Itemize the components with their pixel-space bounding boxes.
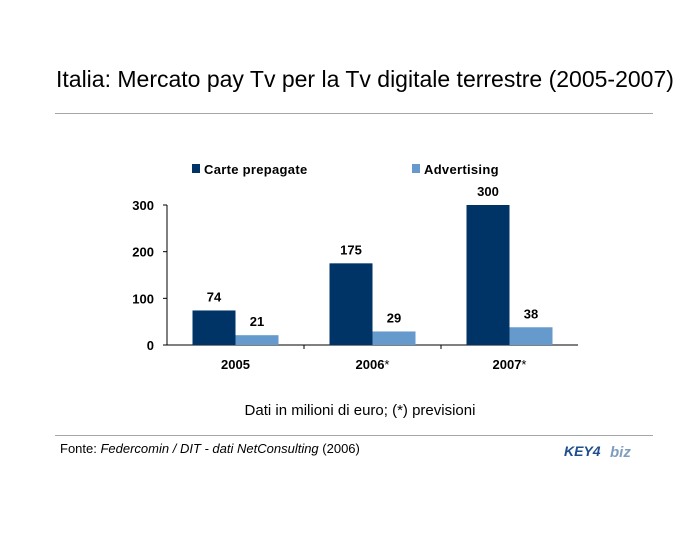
bar-carte-prepagate xyxy=(329,263,373,345)
data-label: 300 xyxy=(477,184,499,199)
y-tick-label: 300 xyxy=(132,198,154,213)
logo-left-text: KEY4 xyxy=(564,443,601,459)
data-label: 38 xyxy=(524,306,538,321)
chart-note: Dati in milioni di euro; (*) previsioni xyxy=(244,402,476,419)
x-tick-label: 2007* xyxy=(493,357,527,372)
data-label: 175 xyxy=(340,242,362,257)
bar-advertising xyxy=(235,335,279,345)
y-tick-label: 200 xyxy=(132,245,154,260)
legend-label: Carte prepagate xyxy=(204,162,307,177)
legend-label: Advertising xyxy=(424,162,499,177)
x-tick-label: 2005 xyxy=(221,357,250,372)
legend-swatch xyxy=(412,164,420,173)
title-divider xyxy=(55,113,653,114)
source-credit: Fonte: Federcomin / DIT - dati NetConsul… xyxy=(60,441,360,456)
x-tick-label: 2006* xyxy=(356,357,390,372)
y-tick-label: 100 xyxy=(132,291,154,306)
y-tick-label: 0 xyxy=(147,338,154,353)
x-tick-label-suffix: * xyxy=(384,357,389,372)
data-label: 21 xyxy=(250,314,264,329)
data-label: 74 xyxy=(207,289,222,304)
footer-divider xyxy=(55,435,653,436)
logo-right-text: biz xyxy=(610,444,631,461)
x-tick-label-suffix: * xyxy=(521,357,526,372)
source-name: Federcomin / DIT - dati NetConsulting xyxy=(100,441,319,456)
slide-title: Italia: Mercato pay Tv per la Tv digital… xyxy=(56,66,674,92)
source-year: (2006) xyxy=(318,441,360,456)
data-label: 29 xyxy=(387,310,401,325)
bar-advertising xyxy=(509,327,553,345)
bar-carte-prepagate xyxy=(466,205,510,345)
key4biz-logo: KEY4 biz xyxy=(564,443,631,461)
bar-advertising xyxy=(372,331,416,345)
legend-swatch xyxy=(192,164,200,173)
source-prefix: Fonte: xyxy=(60,441,101,456)
bar-carte-prepagate xyxy=(192,310,236,345)
bar-chart: 0 100 200 300 2005 74 21 2006* 175 29 2007* 300 38 Ca… xyxy=(132,162,578,372)
